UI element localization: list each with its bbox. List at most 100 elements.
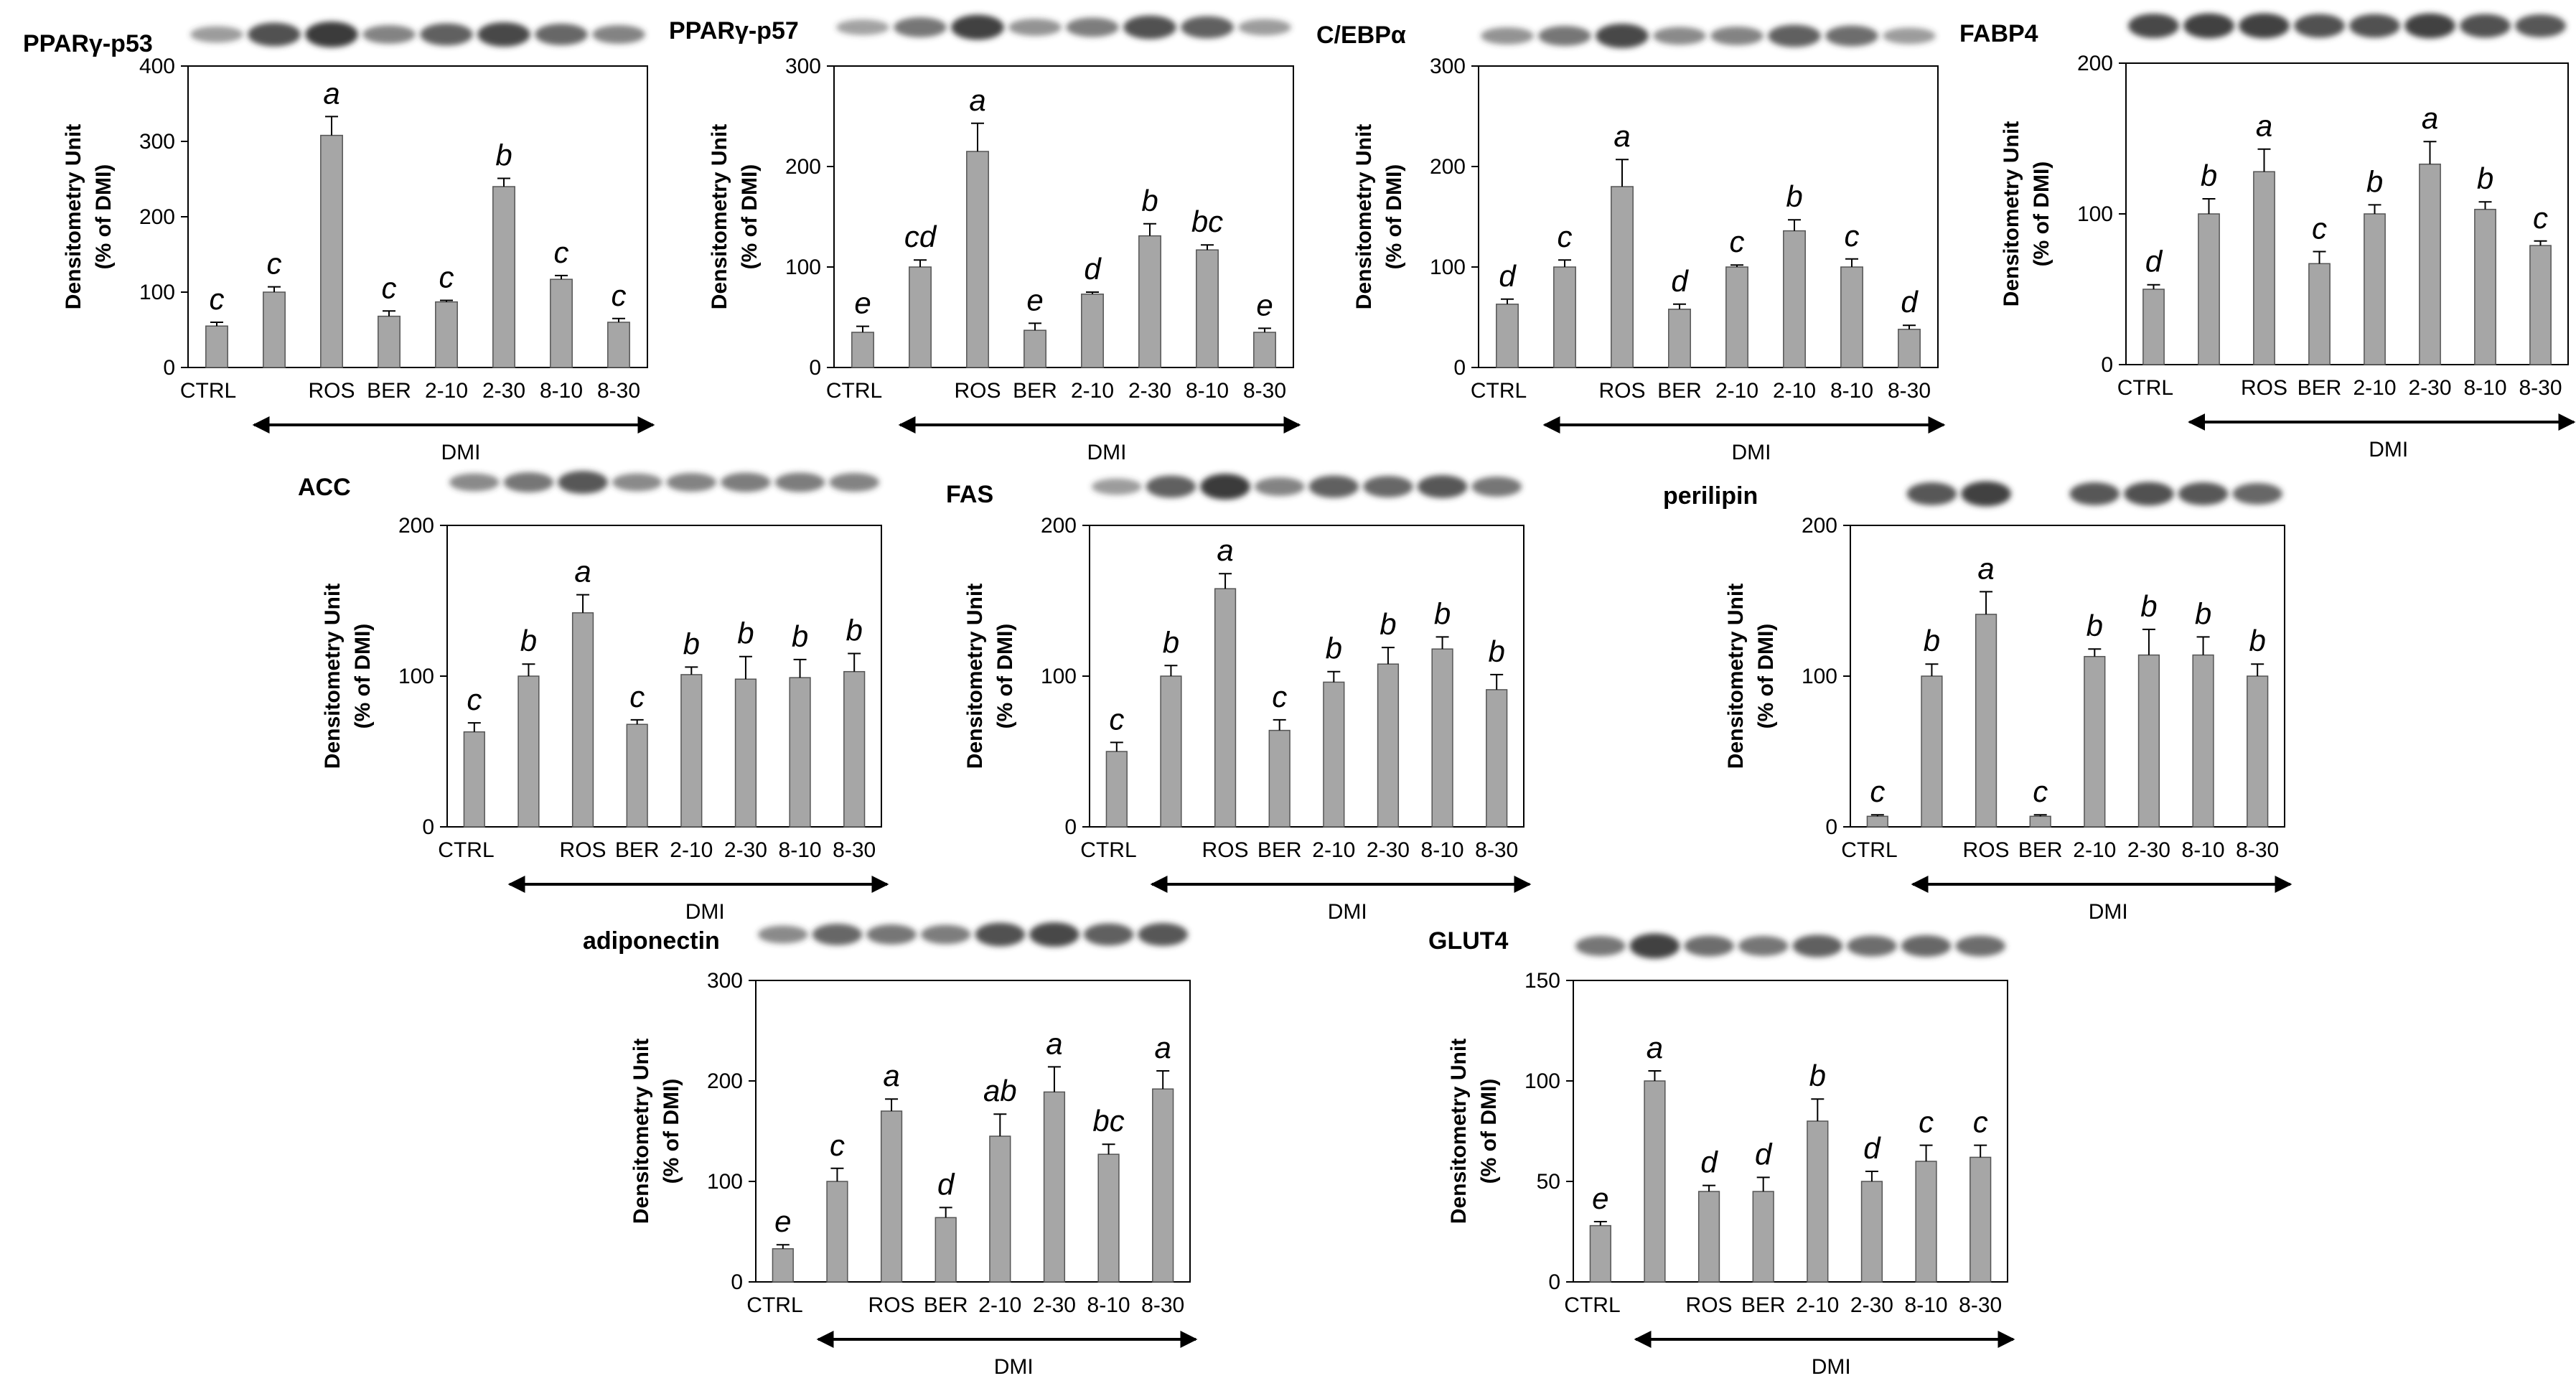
category-label: 2-30 [482, 379, 525, 403]
y-axis-label-line2: (% of DMI) [351, 624, 375, 729]
significance-letter: a [969, 83, 985, 117]
significance-letter: c [467, 683, 482, 716]
plot-frame [187, 65, 648, 368]
category-label: ROS [868, 1293, 915, 1317]
blot-band [774, 472, 825, 492]
blot-band [1092, 478, 1142, 495]
significance-letter: c [1558, 220, 1573, 253]
significance-letter: d [1901, 285, 1919, 319]
category-label: 8-30 [1888, 379, 1931, 403]
significance-letter: a [1217, 533, 1233, 567]
blot-band [305, 22, 358, 47]
chart-panel-6: FAS 0 100 200 Densitometry Unit (% of DMI) c b a… [946, 474, 1532, 924]
significance-letter: a [1647, 1031, 1663, 1064]
bar-8 [1152, 1088, 1174, 1283]
bar-3 [966, 151, 989, 368]
significance-letter: cd [904, 220, 937, 253]
y-tick-label: 0 [1825, 815, 1837, 839]
significance-letter: a [2256, 109, 2272, 143]
significance-letter: c [2533, 201, 2548, 235]
bar-6 [1860, 1181, 1883, 1283]
y-tick-label: 200 [1430, 155, 1466, 179]
significance-letter: d [1700, 1146, 1718, 1179]
bar-6 [492, 186, 515, 368]
bar-5 [2364, 213, 2386, 365]
plot-frame [1089, 525, 1524, 828]
blot-band [1629, 933, 1680, 959]
blot-band [1906, 482, 1957, 505]
significance-letter: b [683, 627, 700, 660]
significance-letter: c [267, 247, 282, 281]
category-label: 2-10 [1071, 379, 1114, 403]
dmi-label: DMI [1732, 441, 1771, 464]
blot-band [1146, 475, 1196, 498]
bar-5 [680, 674, 703, 828]
blot-band [1596, 24, 1649, 48]
y-tick-label: 200 [707, 1069, 743, 1093]
significance-letter: e [1592, 1181, 1608, 1215]
bar-2 [2198, 213, 2220, 365]
y-tick-label: 50 [1537, 1170, 1560, 1194]
significance-letter: b [1141, 184, 1158, 217]
bar-7 [789, 677, 811, 828]
blot-band [951, 14, 1004, 40]
bar-6 [2419, 163, 2441, 365]
dmi-label: DMI [2089, 900, 2128, 924]
category-label: BER [1013, 379, 1057, 403]
significance-letter: a [2422, 101, 2438, 135]
y-axis-label-line2: (% of DMI) [92, 164, 116, 270]
significance-letter: c [382, 271, 397, 304]
y-tick-label: 400 [139, 55, 175, 78]
category-label: 8-10 [1186, 379, 1229, 403]
y-tick-label: 100 [707, 1170, 743, 1194]
bar-3 [1611, 186, 1634, 368]
dmi-label: DMI [685, 900, 725, 924]
category-label: BER [2298, 376, 2342, 400]
blot-band [1961, 481, 2011, 507]
y-tick-label: 300 [1430, 55, 1466, 78]
western-blot-strip [1575, 933, 2005, 959]
y-tick-label: 200 [1041, 514, 1077, 538]
bar-4 [1752, 1191, 1774, 1283]
category-label: ROS [1686, 1293, 1733, 1317]
blot-band [836, 19, 889, 35]
bar-5 [2084, 655, 2106, 828]
blot-band [2124, 482, 2174, 506]
significance-letter: a [1046, 1026, 1062, 1060]
bar-1 [1496, 304, 1519, 368]
y-axis-label-line2: (% of DMI) [1477, 1079, 1501, 1184]
significance-letter: b [495, 138, 512, 172]
blot-band [1238, 19, 1291, 36]
y-tick-label: 100 [1524, 1069, 1560, 1093]
blot-band [1710, 27, 1764, 45]
significance-letter: c [1845, 219, 1860, 253]
bar-4 [378, 315, 401, 368]
bar-1 [851, 332, 874, 368]
category-label: 2-10 [1773, 379, 1816, 403]
significance-letter: e [1256, 288, 1273, 322]
bar-2 [517, 675, 540, 828]
bar-6 [2137, 654, 2160, 828]
blot-band [248, 22, 301, 47]
bar-3 [1975, 614, 1997, 828]
plot-frame [1850, 525, 2285, 828]
significance-letter: b [2140, 589, 2157, 623]
category-label: 8-10 [779, 838, 822, 862]
category-label: BER [1657, 379, 1702, 403]
blot-band [2460, 14, 2511, 38]
significance-letter: b [2201, 159, 2217, 192]
blot-band [812, 924, 863, 945]
y-tick-label: 150 [1524, 969, 1560, 993]
significance-letter: b [1326, 632, 1342, 665]
bar-7 [1196, 249, 1219, 368]
category-label: 8-10 [2182, 838, 2225, 862]
bar-2 [1921, 675, 1943, 828]
panel-title: perilipin [1663, 482, 1758, 510]
blot-band [1181, 16, 1234, 39]
significance-letter: b [2249, 624, 2266, 657]
western-blot-strip [758, 922, 1188, 947]
y-axis-label-line1: Densitometry Unit [1447, 1039, 1471, 1224]
category-label: ROS [1598, 379, 1645, 403]
category-label: 2-10 [978, 1293, 1021, 1317]
dmi-label: DMI [994, 1355, 1034, 1379]
